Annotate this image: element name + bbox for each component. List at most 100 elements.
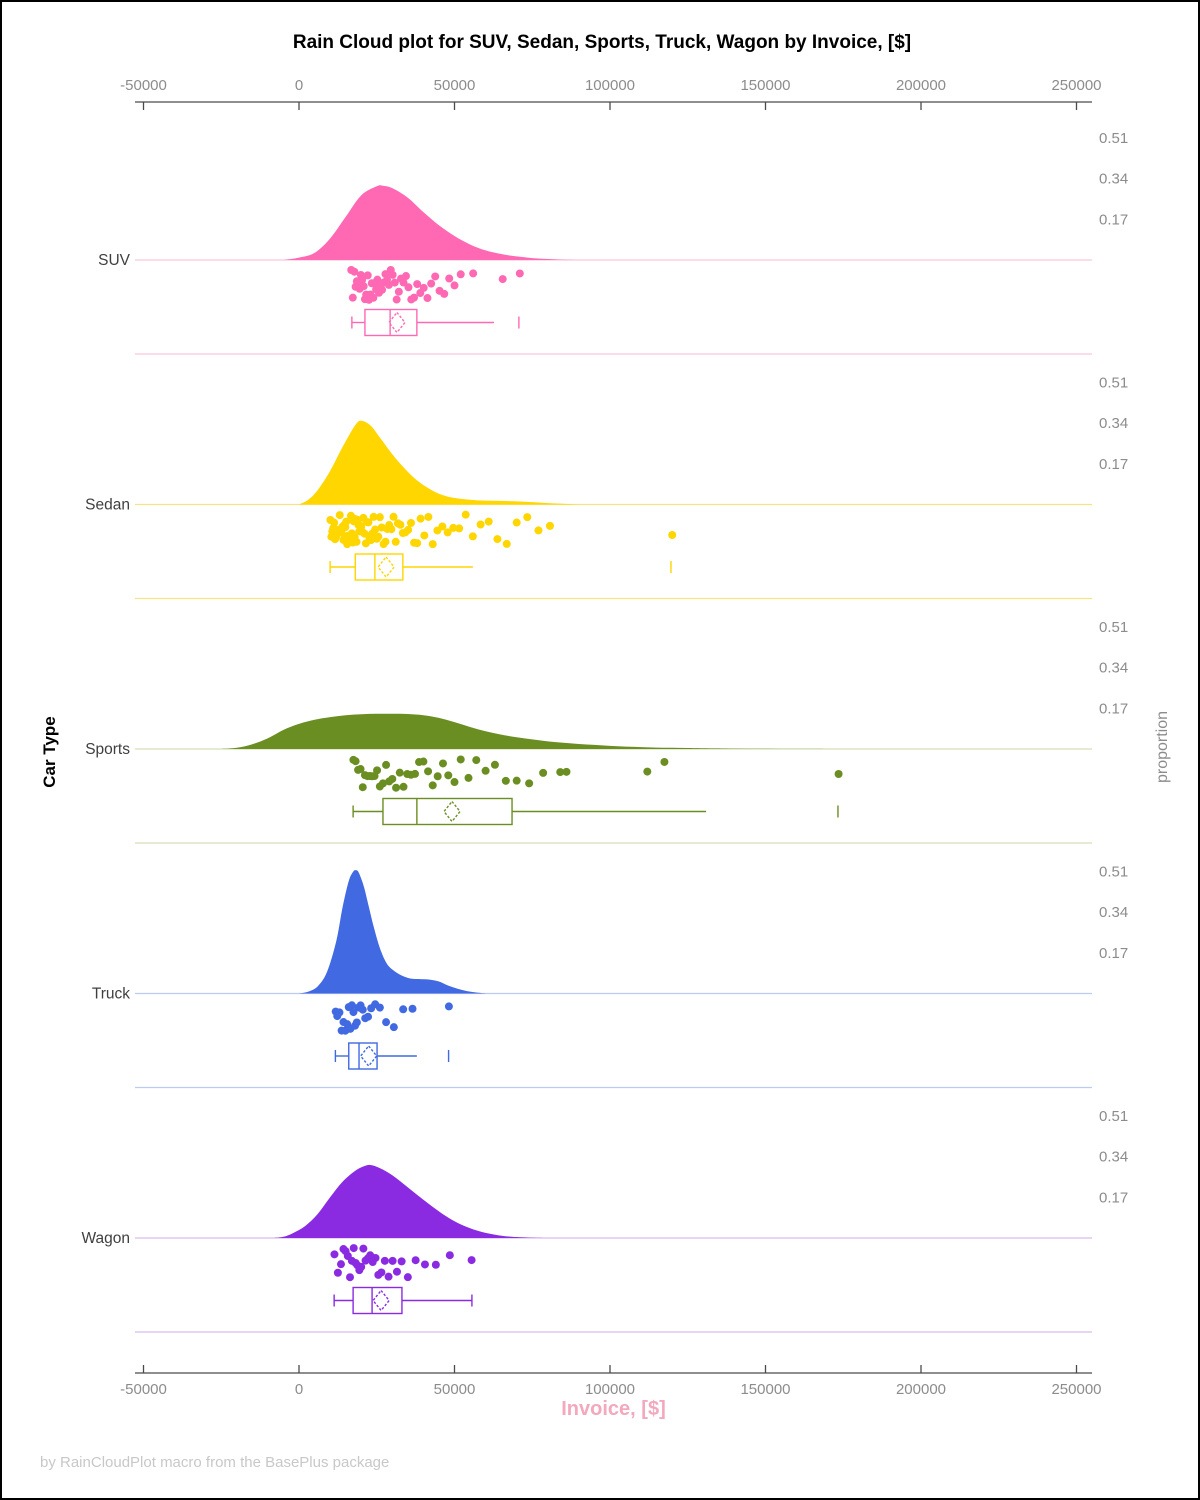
scatter-point-sports [388, 774, 397, 783]
scatter-point-sports [428, 781, 437, 790]
y-axis-title-left: Car Type [40, 716, 59, 788]
scatter-point-sports [433, 772, 442, 781]
x-axis-bottom-tick-label: 250000 [1051, 1381, 1101, 1398]
category-label-truck: Truck [92, 986, 130, 1003]
scatter-point-sedan [455, 524, 464, 533]
proportion-tick-label-truck: 0.17 [1099, 945, 1128, 962]
scatter-point-sedan [413, 539, 422, 548]
scatter-point-sports [424, 767, 433, 776]
scatter-point-wagon [380, 1256, 389, 1265]
scatter-point-wagon [349, 1244, 358, 1253]
x-axis-bottom-tick-label: 200000 [896, 1381, 946, 1398]
scatter-point-wagon [336, 1260, 345, 1269]
category-label-sedan: Sedan [85, 497, 130, 514]
scatter-point-suv [456, 270, 465, 279]
scatter-point-suv [498, 275, 507, 284]
scatter-point-sedan [668, 530, 677, 539]
scatter-point-truck [389, 1023, 398, 1032]
x-axis-bottom-tick-label: 100000 [585, 1381, 635, 1398]
scatter-point-sedan [502, 539, 511, 548]
scatter-point-wagon [346, 1273, 355, 1282]
scatter-point-wagon [467, 1256, 476, 1265]
scatter-point-sports [525, 779, 534, 788]
scatter-point-suv [394, 287, 403, 296]
attribution-footer: by RainCloudPlot macro from the BasePlus… [40, 1454, 390, 1471]
scatter-point-sedan [428, 540, 437, 549]
scatter-point-sedan [461, 510, 470, 519]
x-axis-top-tick-label: 100000 [585, 77, 635, 94]
x-axis-top-tick-label: 250000 [1051, 77, 1101, 94]
scatter-point-suv [350, 267, 359, 276]
scatter-point-sedan [545, 521, 554, 530]
scatter-point-suv [373, 275, 382, 284]
scatter-point-sports [660, 757, 669, 766]
scatter-point-sedan [369, 512, 378, 521]
scatter-point-sedan [381, 537, 390, 546]
scatter-point-wagon [445, 1251, 454, 1260]
scatter-point-truck [399, 1005, 408, 1014]
scatter-point-wagon [357, 1262, 366, 1271]
proportion-tick-label-sedan: 0.51 [1099, 374, 1128, 391]
scatter-point-wagon [388, 1256, 397, 1265]
scatter-point-sports [395, 768, 404, 777]
x-axis-title: Invoice, [$] [561, 1398, 666, 1420]
scatter-point-sedan [335, 511, 344, 520]
scatter-point-sedan [371, 525, 380, 534]
scatter-point-truck [335, 1008, 344, 1017]
scatter-point-sports [450, 778, 459, 787]
proportion-tick-label-sports: 0.17 [1099, 700, 1128, 717]
x-axis-top-tick-label: 150000 [740, 77, 790, 94]
box-sedan [354, 553, 404, 581]
proportion-tick-label-wagon: 0.17 [1099, 1189, 1128, 1206]
x-axis-top-tick-label: -50000 [120, 77, 167, 94]
scatter-point-sports [378, 779, 387, 788]
scatter-point-sports [411, 769, 420, 778]
scatter-point-sedan [512, 518, 521, 527]
scatter-point-sports [464, 773, 473, 782]
x-axis-bottom-tick-label: 50000 [434, 1381, 476, 1398]
proportion-tick-label-truck: 0.34 [1099, 904, 1128, 921]
scatter-point-sedan [375, 513, 384, 522]
scatter-point-sedan [391, 537, 400, 546]
scatter-point-wagon [397, 1257, 406, 1266]
scatter-point-sedan [438, 522, 447, 531]
scatter-point-sports [356, 765, 365, 774]
scatter-point-wagon [431, 1260, 440, 1269]
scatter-point-sports [351, 757, 360, 766]
scatter-point-suv [358, 275, 367, 284]
scatter-point-sedan [364, 518, 373, 527]
scatter-point-suv [469, 269, 478, 278]
scatter-point-suv [419, 283, 428, 292]
scatter-point-wagon [377, 1268, 386, 1277]
scatter-point-sedan [420, 531, 429, 540]
proportion-tick-label-suv: 0.34 [1099, 171, 1128, 188]
chart-title: Rain Cloud plot for SUV, Sedan, Sports, … [292, 32, 912, 53]
scatter-point-truck [358, 1005, 367, 1014]
scatter-point-sedan [330, 518, 339, 527]
scatter-point-suv [450, 281, 459, 290]
scatter-point-sedan [404, 525, 413, 534]
scatter-point-truck [364, 1012, 373, 1021]
scatter-point-sedan [523, 513, 532, 522]
density-curve-sports [221, 713, 828, 749]
scatter-point-sedan [534, 526, 543, 535]
scatter-point-sports [490, 760, 499, 769]
scatter-point-truck [349, 1008, 358, 1017]
x-axis-top-tick-label: 50000 [434, 77, 476, 94]
scatter-point-suv [410, 293, 419, 302]
scatter-point-suv [348, 293, 357, 302]
scatter-point-truck [347, 1001, 356, 1010]
scatter-point-sedan [337, 528, 346, 537]
scatter-point-suv [359, 282, 368, 291]
scatter-point-sports [501, 776, 510, 785]
x-axis-top-tick-label: 200000 [896, 77, 946, 94]
scatter-point-sedan [387, 525, 396, 534]
scatter-point-sports [419, 757, 428, 766]
scatter-point-truck [444, 1002, 453, 1011]
scatter-point-suv [515, 269, 524, 278]
scatter-point-sedan [484, 517, 493, 526]
scatter-point-sedan [374, 532, 383, 541]
scatter-point-sports [472, 756, 481, 765]
scatter-point-suv [399, 278, 408, 287]
scatter-point-suv [378, 285, 387, 294]
